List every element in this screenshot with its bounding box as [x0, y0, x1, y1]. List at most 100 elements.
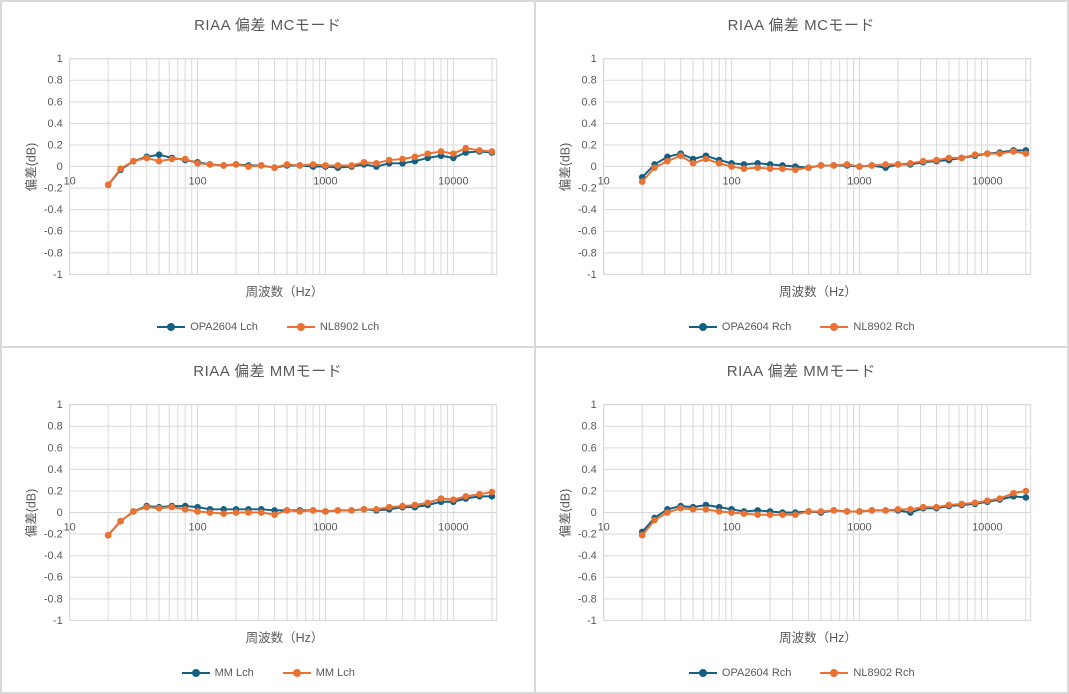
data-point-marker [258, 509, 265, 516]
legend-label: NL8902 Lch [319, 321, 380, 333]
svg-text:-0.2: -0.2 [577, 183, 596, 195]
data-point-marker [476, 147, 483, 154]
data-point-marker [373, 506, 380, 513]
x-tick-labels: 10 100 1000 10000 [597, 175, 1002, 187]
svg-text:-0.4: -0.4 [44, 204, 63, 216]
svg-text:0.6: 0.6 [47, 442, 62, 454]
data-point-marker [334, 162, 342, 169]
data-point-marker [399, 502, 406, 510]
data-point-marker [791, 166, 799, 174]
data-point-marker [309, 161, 317, 168]
data-point-marker [804, 508, 812, 515]
data-point-marker [168, 503, 176, 511]
x-axis-title: 周波数（Hz） [245, 285, 324, 299]
data-point-marker [258, 162, 265, 169]
data-point-marker [906, 160, 914, 167]
data-point-marker [702, 155, 709, 163]
data-point-marker [727, 163, 735, 170]
data-point-marker [181, 155, 189, 163]
chart-legend: MM Lch MM Lch [2, 667, 534, 679]
data-point-marker [957, 500, 965, 508]
svg-text:0.2: 0.2 [581, 139, 596, 151]
svg-text:-1: -1 [586, 269, 596, 281]
data-point-marker [804, 164, 812, 171]
data-point-marker [817, 162, 824, 169]
legend-line-marker-icon [181, 669, 210, 677]
svg-text:1000: 1000 [847, 175, 871, 187]
svg-text:0.4: 0.4 [47, 464, 62, 476]
x-axis-title: 周波数（Hz） [779, 631, 857, 645]
data-point-marker [791, 511, 799, 518]
svg-text:10: 10 [64, 175, 76, 187]
legend-item: MM Lch [282, 667, 355, 679]
data-point-marker [1009, 148, 1017, 155]
svg-text:-0.6: -0.6 [44, 572, 63, 584]
legend-label: MM Lch [214, 667, 254, 679]
svg-text:0.2: 0.2 [47, 139, 62, 151]
data-point-marker [334, 507, 342, 514]
data-point-marker [830, 507, 837, 514]
data-point-marker [715, 160, 722, 167]
svg-text:1: 1 [57, 399, 63, 411]
svg-text:0.4: 0.4 [581, 118, 596, 130]
data-point-marker [932, 503, 940, 511]
svg-text:1000: 1000 [313, 521, 337, 533]
legend-item: NL8902 Rch [819, 321, 915, 333]
svg-text:1000: 1000 [847, 521, 871, 533]
data-point-marker [650, 516, 658, 524]
legend-line-marker-icon [688, 323, 717, 331]
data-point-marker [130, 157, 137, 165]
data-point-marker [155, 504, 163, 512]
legend-line-marker-icon [286, 323, 315, 331]
data-point-marker [476, 490, 483, 498]
data-point-marker [168, 155, 176, 163]
legend-label: OPA2604 Rch [721, 667, 792, 679]
svg-text:1000: 1000 [313, 175, 337, 187]
data-point-marker [894, 506, 901, 513]
svg-text:0.4: 0.4 [581, 464, 596, 476]
data-point-marker [296, 162, 304, 169]
data-point-marker [206, 509, 214, 516]
svg-text:10: 10 [597, 175, 609, 187]
y-tick-labels: 1 0.8 0.6 0.4 0.2 0 -0.2 -0.4 -0.6 -0.8 -1 [44, 53, 63, 281]
svg-text:-0.6: -0.6 [577, 226, 596, 238]
data-point-marker [283, 507, 291, 514]
svg-text:-0.2: -0.2 [577, 529, 596, 541]
svg-text:10000: 10000 [438, 521, 468, 533]
data-point-marker [1009, 489, 1017, 497]
data-point-marker [220, 162, 227, 169]
data-point-marker [450, 496, 457, 503]
data-point-marker [399, 155, 406, 163]
data-point-marker [194, 508, 201, 515]
legend-item: OPA2604 Rch [688, 667, 792, 679]
svg-text:-1: -1 [586, 615, 596, 627]
svg-text:10: 10 [64, 521, 76, 533]
data-point-marker [740, 165, 747, 172]
data-point-marker [104, 181, 112, 189]
data-point-marker [663, 157, 671, 165]
data-point-marker [360, 506, 368, 513]
chart-plot-area: 1 0.8 0.6 0.4 0.2 0 -0.2 -0.4 -0.6 -0.8 -1 10 100 100… [577, 399, 1031, 627]
data-point-marker [995, 150, 1003, 157]
svg-text:-0.2: -0.2 [44, 529, 63, 541]
svg-text:1: 1 [590, 399, 596, 411]
data-point-marker [220, 510, 227, 517]
legend-label: OPA2604 Rch [721, 321, 792, 333]
legend-line-marker-icon [820, 323, 849, 331]
data-point-marker [650, 164, 658, 171]
chart-title: RIAA 偏差 MMモード [193, 363, 343, 380]
data-point-marker [117, 165, 124, 172]
legend-label: OPA2604 Lch [190, 321, 258, 333]
data-point-marker [450, 150, 457, 157]
svg-text:0.8: 0.8 [47, 75, 62, 87]
data-point-marker [385, 156, 393, 164]
data-point-marker [855, 163, 863, 170]
data-point-marker [843, 508, 850, 515]
svg-text:100: 100 [722, 175, 740, 187]
svg-text:0.2: 0.2 [47, 485, 62, 497]
x-tick-labels: 10 100 1000 10000 [64, 521, 469, 533]
legend-item: OPA2604 Rch [688, 321, 792, 333]
svg-text:0.4: 0.4 [47, 118, 62, 130]
x-axis-title: 周波数（Hz） [779, 285, 857, 299]
svg-text:-0.4: -0.4 [577, 204, 596, 216]
